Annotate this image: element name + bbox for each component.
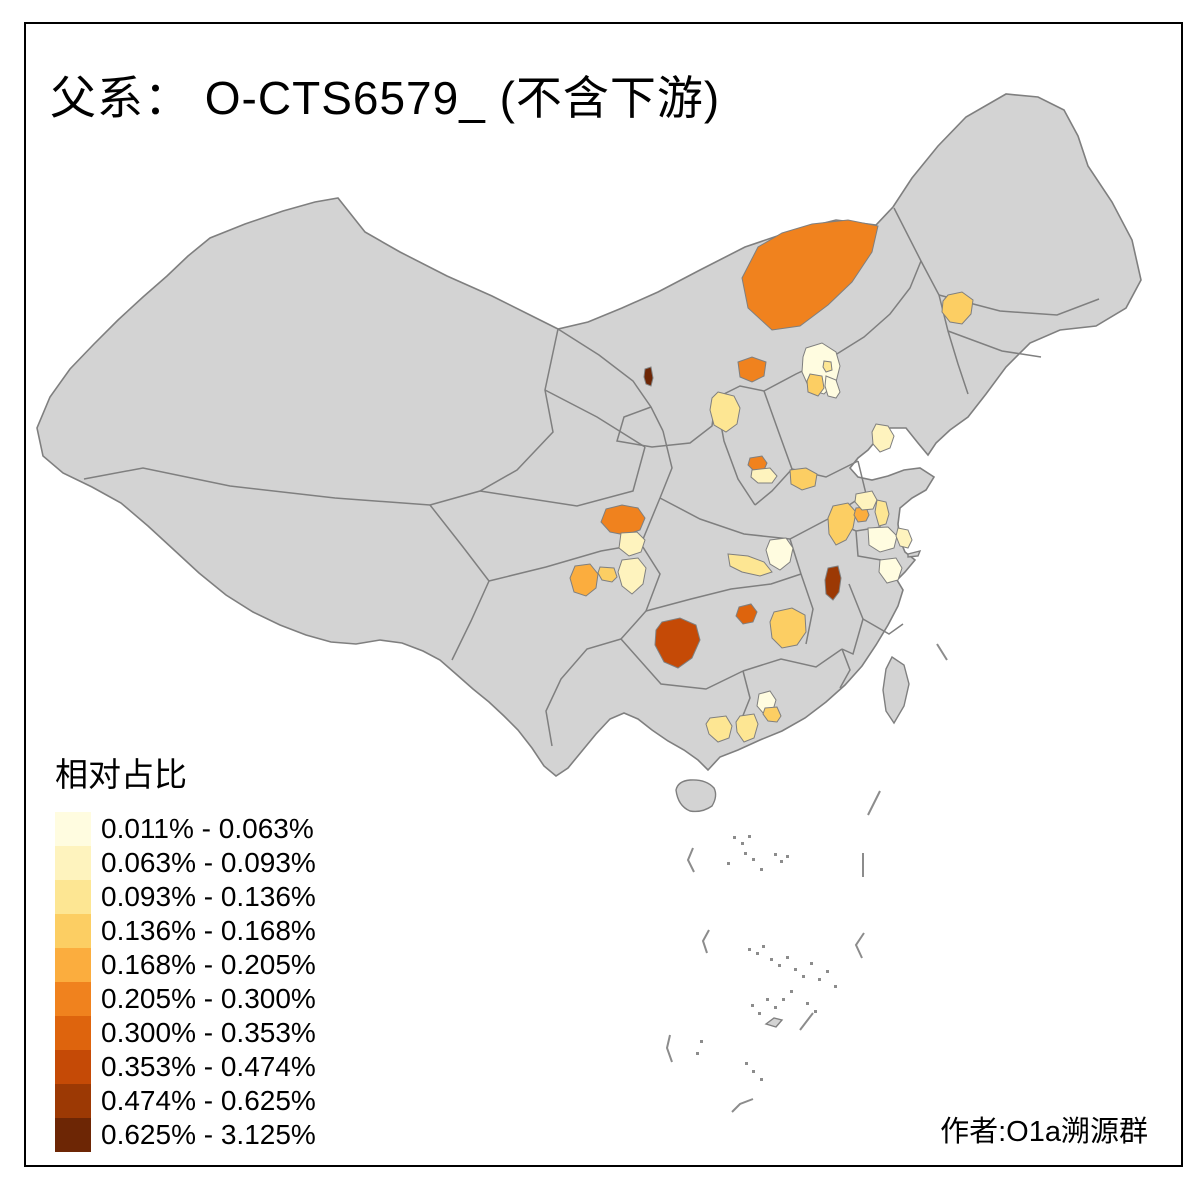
taiwan-island [882, 655, 910, 725]
map-region [822, 360, 833, 373]
legend-swatch [55, 1118, 91, 1152]
legend-swatch [55, 1016, 91, 1050]
legend-label: 0.093% - 0.136% [101, 881, 316, 912]
map-region [727, 553, 773, 577]
legend-label: 0.353% - 0.474% [101, 1051, 316, 1082]
map-region [769, 607, 807, 649]
map-region [824, 375, 841, 399]
legend-swatch [55, 982, 91, 1016]
legend-label: 0.063% - 0.093% [101, 847, 316, 878]
legend-item: 0.063% - 0.093% [55, 846, 385, 880]
map-region [827, 502, 857, 546]
legend: 相对占比 0.011% - 0.063% 0.063% - 0.093% 0.0… [55, 748, 385, 1152]
legend-item: 0.300% - 0.353% [55, 1016, 385, 1050]
legend-item: 0.625% - 3.125% [55, 1118, 385, 1152]
map-region [654, 617, 701, 669]
map-region [705, 715, 733, 743]
map-region [806, 373, 825, 397]
legend-label: 0.136% - 0.168% [101, 915, 316, 946]
sea-dash-lines [665, 643, 948, 1113]
map-region [789, 467, 818, 491]
map-region [709, 391, 741, 433]
legend-item: 0.011% - 0.063% [55, 812, 385, 846]
legend-swatch [55, 880, 91, 914]
map-region [765, 537, 794, 571]
map-region [618, 531, 646, 557]
map-region [941, 291, 974, 325]
island-specks [696, 835, 837, 1081]
legend-swatch [55, 948, 91, 982]
map-region [824, 565, 842, 601]
legend-title: 相对占比 [55, 756, 187, 793]
small-island [764, 1017, 784, 1028]
legend-swatch [55, 1050, 91, 1084]
map-region [737, 356, 767, 383]
map-region [600, 504, 646, 536]
map-region [854, 490, 878, 511]
chongming-island [907, 549, 922, 558]
legend-label: 0.205% - 0.300% [101, 983, 316, 1014]
map-region [878, 557, 903, 584]
legend-item: 0.474% - 0.625% [55, 1084, 385, 1118]
legend-rows: 0.011% - 0.063% 0.063% - 0.093% 0.093% -… [55, 812, 385, 1152]
islands [675, 549, 922, 1028]
hainan-island [675, 779, 717, 813]
map-region [741, 219, 879, 331]
legend-swatch [55, 1084, 91, 1118]
map-title: 父系： O-CTS6579_ (不含下游) [50, 72, 721, 124]
legend-label: 0.300% - 0.353% [101, 1017, 316, 1048]
map-region [762, 706, 782, 723]
legend-item: 0.093% - 0.136% [55, 880, 385, 914]
map-region [735, 713, 759, 743]
map-region [617, 557, 647, 595]
map-region [871, 423, 895, 453]
legend-item: 0.205% - 0.300% [55, 982, 385, 1016]
legend-item: 0.353% - 0.474% [55, 1050, 385, 1084]
map-region [895, 527, 913, 549]
plot-frame [24, 22, 1183, 1167]
author-credit: 作者:O1a溯源群 [940, 1116, 1148, 1148]
legend-swatch [55, 914, 91, 948]
colored-regions [569, 219, 974, 743]
map-region [643, 366, 654, 387]
legend-swatch [55, 812, 91, 846]
legend-swatch [55, 846, 91, 880]
legend-label: 0.168% - 0.205% [101, 949, 316, 980]
map-region [750, 467, 778, 484]
map-region [874, 499, 890, 527]
map-region [569, 563, 599, 597]
legend-label: 0.011% - 0.063% [101, 813, 314, 844]
map-region [597, 566, 618, 583]
legend-item: 0.168% - 0.205% [55, 948, 385, 982]
legend-label: 0.625% - 3.125% [101, 1119, 316, 1150]
legend-label: 0.474% - 0.625% [101, 1085, 316, 1116]
map-region [867, 526, 898, 553]
mainland-outline [36, 93, 1142, 777]
legend-item: 0.136% - 0.168% [55, 914, 385, 948]
map-region [735, 603, 758, 625]
